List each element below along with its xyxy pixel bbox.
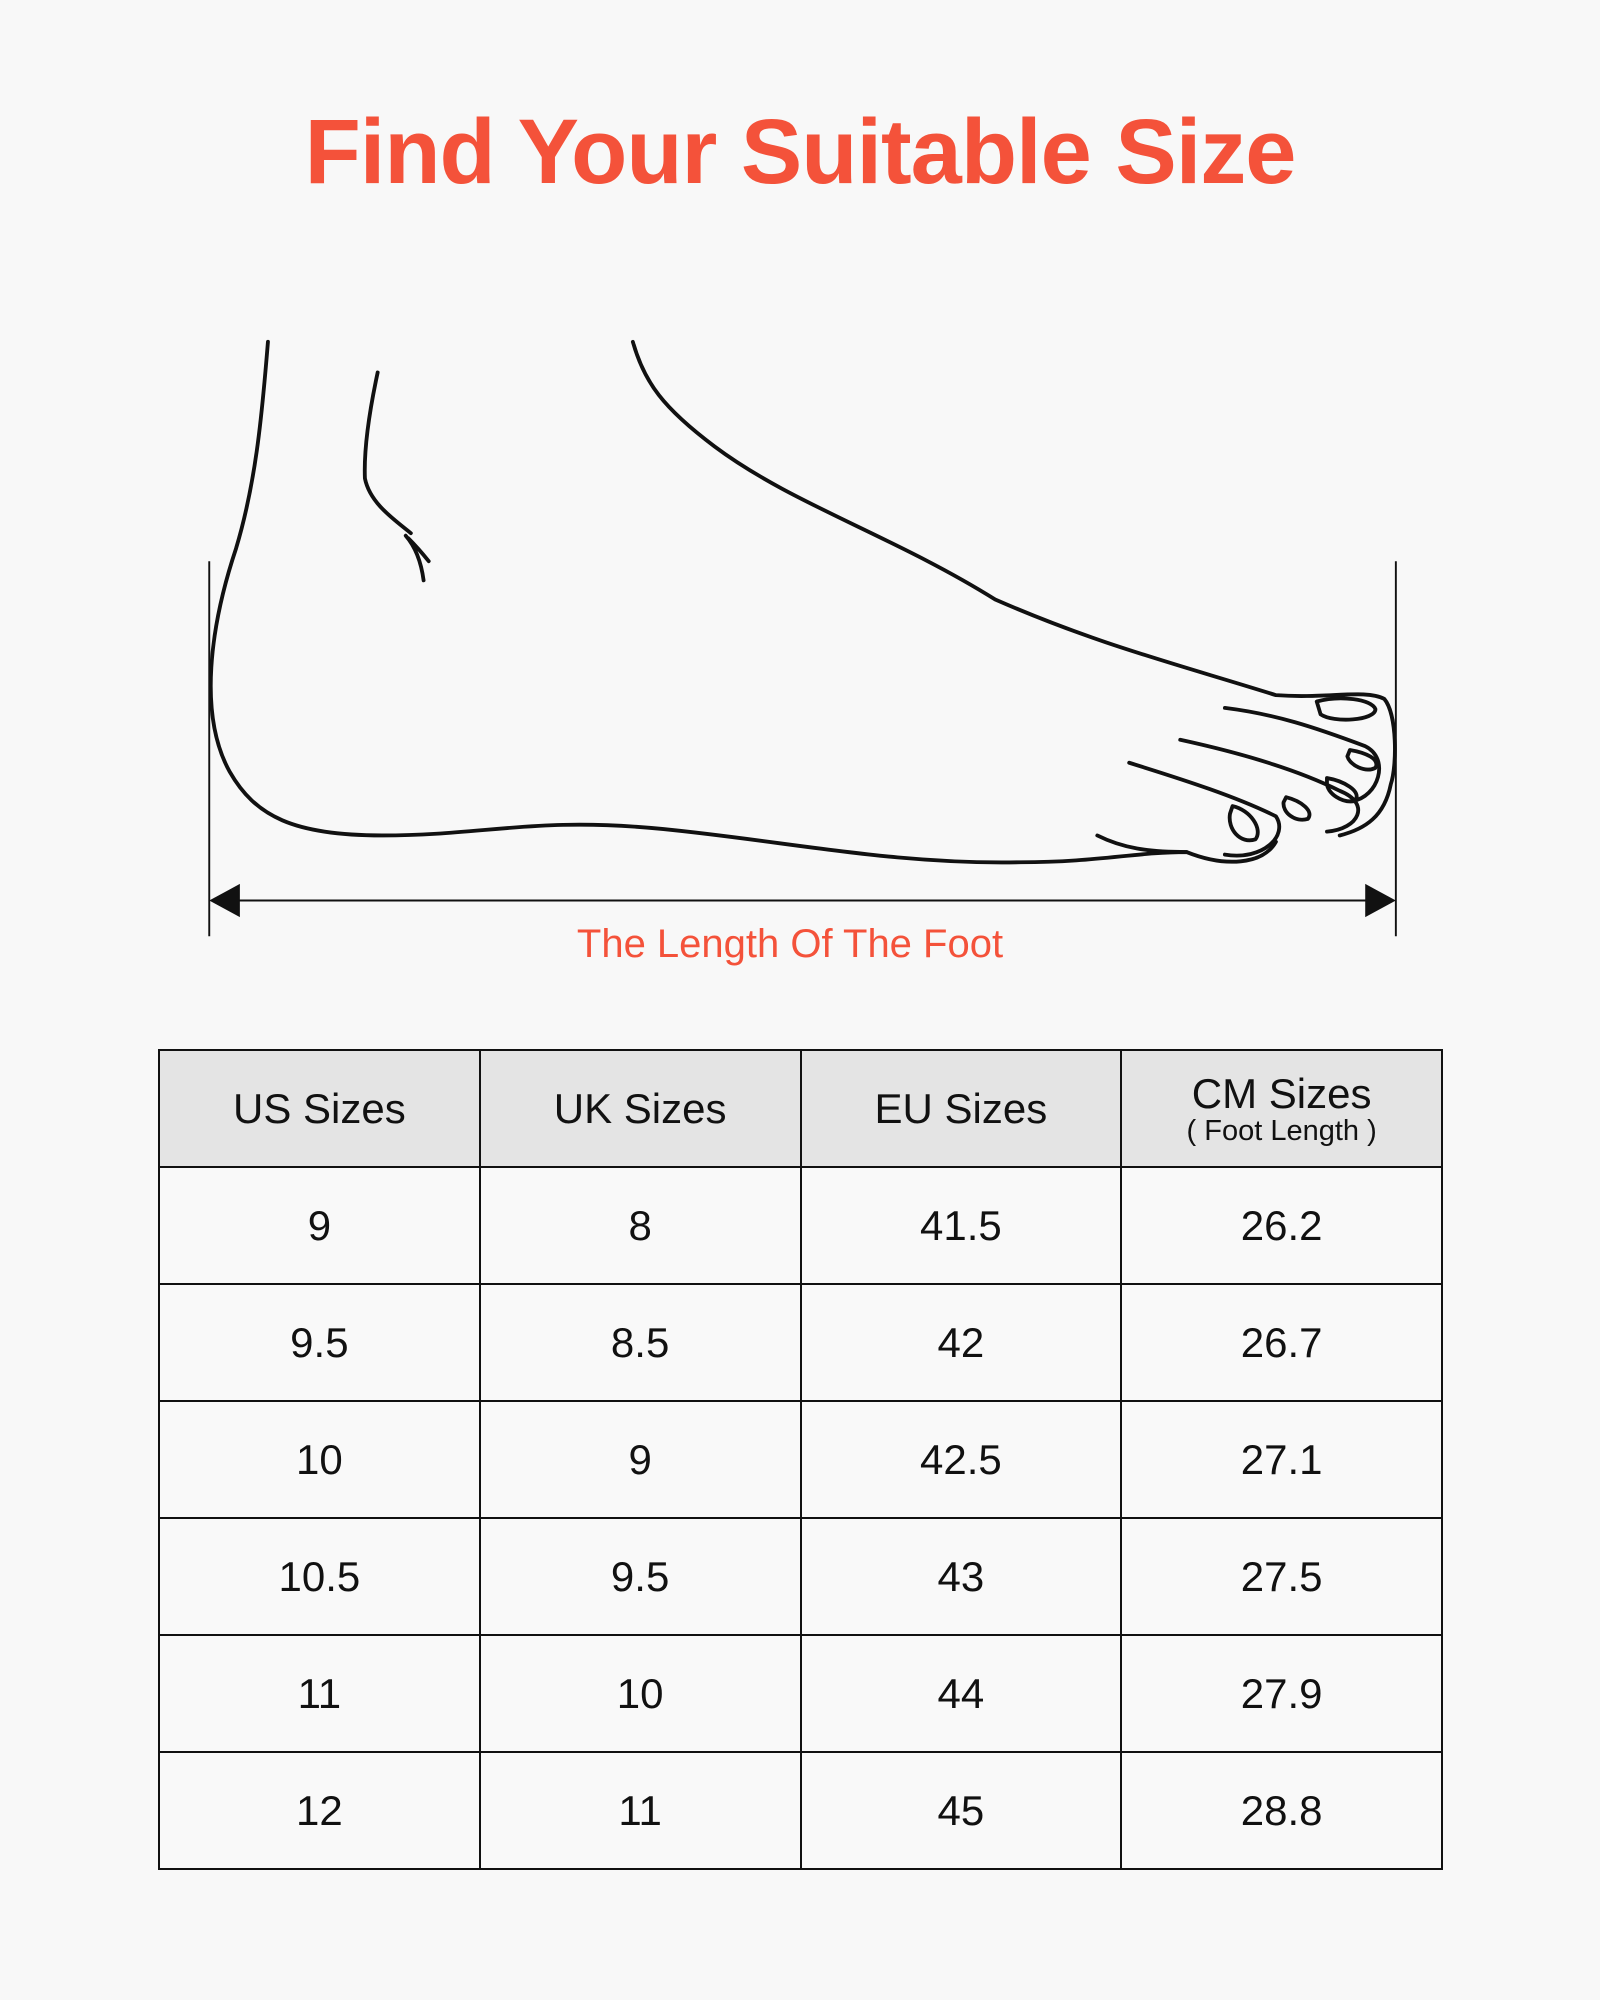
cell-uk: 10 — [478, 1634, 802, 1753]
cell-cm: 27.9 — [1120, 1634, 1443, 1753]
header-label: UK Sizes — [553, 1084, 727, 1132]
arrow-left-icon — [209, 883, 240, 918]
header-label: US Sizes — [233, 1084, 406, 1132]
cell-uk: 8.5 — [478, 1283, 802, 1402]
header-uk: UK Sizes — [478, 1049, 802, 1168]
cell-uk: 8 — [478, 1166, 802, 1285]
cell-cm: 26.2 — [1120, 1166, 1443, 1285]
foot-top-outline — [630, 339, 1397, 838]
table-row: 9 8 41.5 26.2 — [158, 1166, 1443, 1285]
cell-cm: 27.1 — [1120, 1400, 1443, 1519]
cell-us: 10.5 — [158, 1517, 481, 1636]
foot-length-caption: The Length Of The Foot — [576, 922, 1004, 966]
cell-cm: 28.8 — [1120, 1751, 1443, 1870]
cell-eu: 44 — [799, 1634, 1123, 1753]
cell-us: 9 — [158, 1166, 481, 1285]
table-row: 9.5 8.5 42 26.7 — [158, 1283, 1443, 1402]
cell-us: 12 — [158, 1751, 481, 1870]
header-label: EU Sizes — [874, 1084, 1048, 1132]
header-us: US Sizes — [158, 1049, 481, 1168]
cell-uk: 9 — [478, 1400, 802, 1519]
header-eu: EU Sizes — [799, 1049, 1123, 1168]
cell-us: 9.5 — [158, 1283, 481, 1402]
arrow-right-icon — [1365, 883, 1396, 918]
cell-eu: 42 — [799, 1283, 1123, 1402]
cell-eu: 41.5 — [799, 1166, 1123, 1285]
header-sublabel: ( Foot Length ) — [1186, 1114, 1377, 1147]
cell-us: 10 — [158, 1400, 481, 1519]
cell-uk: 11 — [478, 1751, 802, 1870]
page-title: Find Your Suitable Size — [304, 101, 1297, 203]
cell-eu: 43 — [799, 1517, 1123, 1636]
table-row: 10 9 42.5 27.1 — [158, 1400, 1443, 1519]
cell-cm: 27.5 — [1120, 1517, 1443, 1636]
table-row: 11 10 44 27.9 — [158, 1634, 1443, 1753]
header-cm: CM Sizes( Foot Length ) — [1120, 1049, 1443, 1168]
foot-illustration — [208, 339, 1397, 937]
measurement-line — [208, 561, 1397, 937]
header-label: CM Sizes — [1191, 1069, 1372, 1117]
foot-outline — [208, 339, 1278, 865]
cell-us: 11 — [158, 1634, 481, 1753]
cell-eu: 42.5 — [799, 1400, 1123, 1519]
size-chart-table: US Sizes UK Sizes EU Sizes CM Sizes( Foo… — [158, 1049, 1443, 1870]
table-row: 10.5 9.5 43 27.5 — [158, 1517, 1443, 1636]
table-header-row: US Sizes UK Sizes EU Sizes CM Sizes( Foo… — [158, 1049, 1443, 1168]
cell-eu: 45 — [799, 1751, 1123, 1870]
cell-cm: 26.7 — [1120, 1283, 1443, 1402]
table-row: 12 11 45 28.8 — [158, 1751, 1443, 1870]
cell-uk: 9.5 — [478, 1517, 802, 1636]
